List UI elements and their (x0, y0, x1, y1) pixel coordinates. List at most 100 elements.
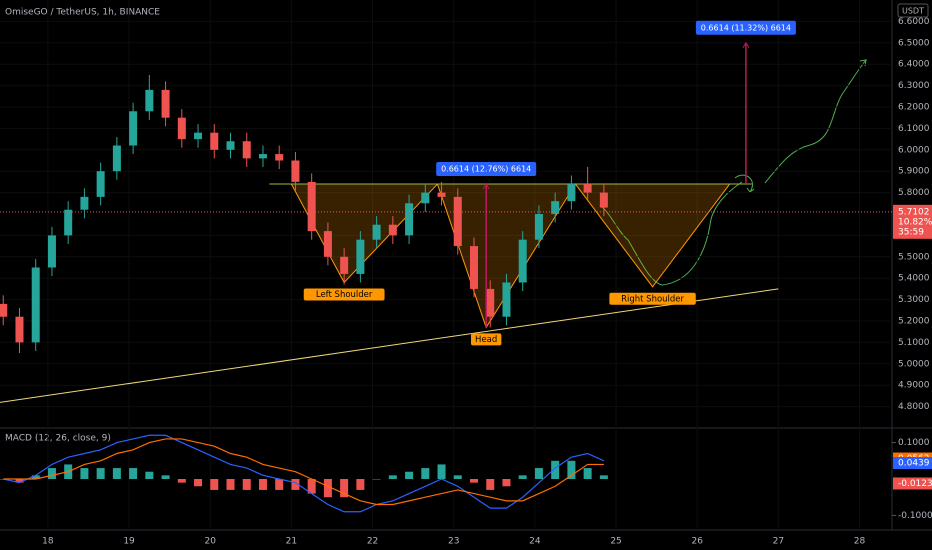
price-tick-label: 4.9000 (898, 381, 930, 391)
measure-label: 0.6614 (12.76%) 6614 (441, 165, 531, 174)
pattern-area (291, 184, 730, 328)
macd-bar (194, 479, 203, 487)
price-tick-label: 6.0000 (898, 145, 930, 155)
macd-bar (47, 468, 56, 479)
price-tick-label: 5.2000 (898, 317, 930, 327)
macd-bar (421, 468, 430, 479)
price-tick-label: 5.3000 (898, 295, 930, 305)
macd-value: 0.0439 (898, 459, 930, 469)
candle-body (226, 141, 235, 150)
candle-body (551, 201, 560, 214)
candle-body (129, 111, 138, 146)
candle-body (210, 132, 219, 150)
macd-bar (291, 479, 300, 490)
time-tick-label: 18 (42, 537, 54, 547)
price-tick-label: 5.5000 (898, 252, 930, 262)
candle-body (405, 203, 414, 236)
signal-line (3, 438, 604, 506)
pattern-label-box (303, 288, 385, 301)
macd-bar (210, 479, 219, 490)
macd-bar (31, 475, 40, 479)
macd-bar (129, 468, 138, 479)
candle-body (502, 282, 511, 317)
candle-body (161, 89, 170, 118)
macd-bar (405, 471, 414, 479)
candle-body (437, 192, 446, 197)
price-tick-label: 4.8000 (898, 402, 930, 412)
macd-bar (242, 479, 251, 490)
macd-bar (226, 479, 235, 490)
pattern-label-box (609, 292, 696, 305)
pattern-label: Head (475, 335, 497, 345)
price-tick-label: 5.0000 (898, 359, 930, 369)
candle-body (242, 141, 251, 159)
macd-bar (177, 479, 186, 483)
macd-bar (534, 468, 543, 479)
countdown: 35:59 (898, 227, 924, 237)
macd-bar (470, 479, 479, 483)
candle-body (177, 117, 186, 140)
macd-bar (340, 479, 349, 498)
time-tick-label: 25 (610, 537, 621, 547)
macd-bar (388, 475, 397, 479)
candle-body (64, 209, 73, 236)
macd-value-box (893, 477, 932, 490)
candle-body (291, 160, 300, 182)
macd-bar (551, 460, 560, 479)
macd-tick-label: -0.1000 (898, 511, 932, 521)
candle-body (80, 196, 89, 210)
candle-body (307, 181, 316, 232)
candle-body (112, 145, 121, 172)
macd-line (3, 434, 605, 513)
price-tick-label: 6.4000 (898, 60, 930, 70)
measure-label-box (695, 20, 796, 35)
price-tick-label: 5.8000 (898, 188, 930, 198)
time-tick-label: 20 (204, 537, 216, 547)
macd-bar (96, 468, 105, 479)
time-tick-label: 27 (773, 537, 784, 547)
last-price-box (893, 204, 932, 239)
macd-title: MACD (12, 26, close, 9) (5, 434, 111, 444)
trendline (0, 288, 779, 403)
projection-loop (734, 174, 755, 193)
candle-body (356, 239, 365, 274)
macd-bar (161, 475, 170, 479)
candle-body (421, 192, 430, 204)
price-tick-label: 6.1000 (898, 124, 930, 134)
macd-bar (307, 479, 316, 494)
candle-body (258, 154, 267, 159)
macd-bar (15, 479, 24, 483)
macd-bar (275, 479, 284, 490)
macd-bar (583, 468, 592, 479)
measure-label: 0.6614 (11.32%) 6614 (701, 23, 791, 32)
macd-tick-label: 0.1000 (898, 438, 930, 448)
currency-box (897, 3, 929, 18)
candle-body (47, 235, 56, 268)
last-change: 10.82% (898, 217, 932, 227)
candle-body (145, 89, 154, 112)
symbol-title: OmiseGO / TetherUS, 1h, BINANCE (5, 8, 160, 18)
candle-body (486, 288, 495, 317)
macd-bar (372, 479, 381, 480)
candle-body (388, 224, 397, 236)
candle-body (470, 246, 479, 289)
time-tick-label: 24 (529, 537, 541, 547)
macd-bar (323, 479, 332, 498)
macd-bar (80, 468, 89, 479)
candle-body (534, 214, 543, 240)
pattern-label: Right Shoulder (621, 294, 684, 304)
price-tick-label: 6.3000 (898, 81, 930, 91)
measure-label-box (436, 162, 537, 177)
price-tick-label: 6.2000 (898, 103, 930, 113)
macd-bar (145, 471, 154, 479)
candle-body (194, 132, 203, 140)
projection-curve (599, 181, 743, 286)
macd-bar (258, 479, 267, 490)
macd-bar (486, 479, 495, 490)
time-tick-label: 19 (123, 537, 135, 547)
candle-body (453, 196, 462, 247)
time-tick-label: 22 (367, 537, 378, 547)
time-tick-label: 23 (448, 537, 459, 547)
